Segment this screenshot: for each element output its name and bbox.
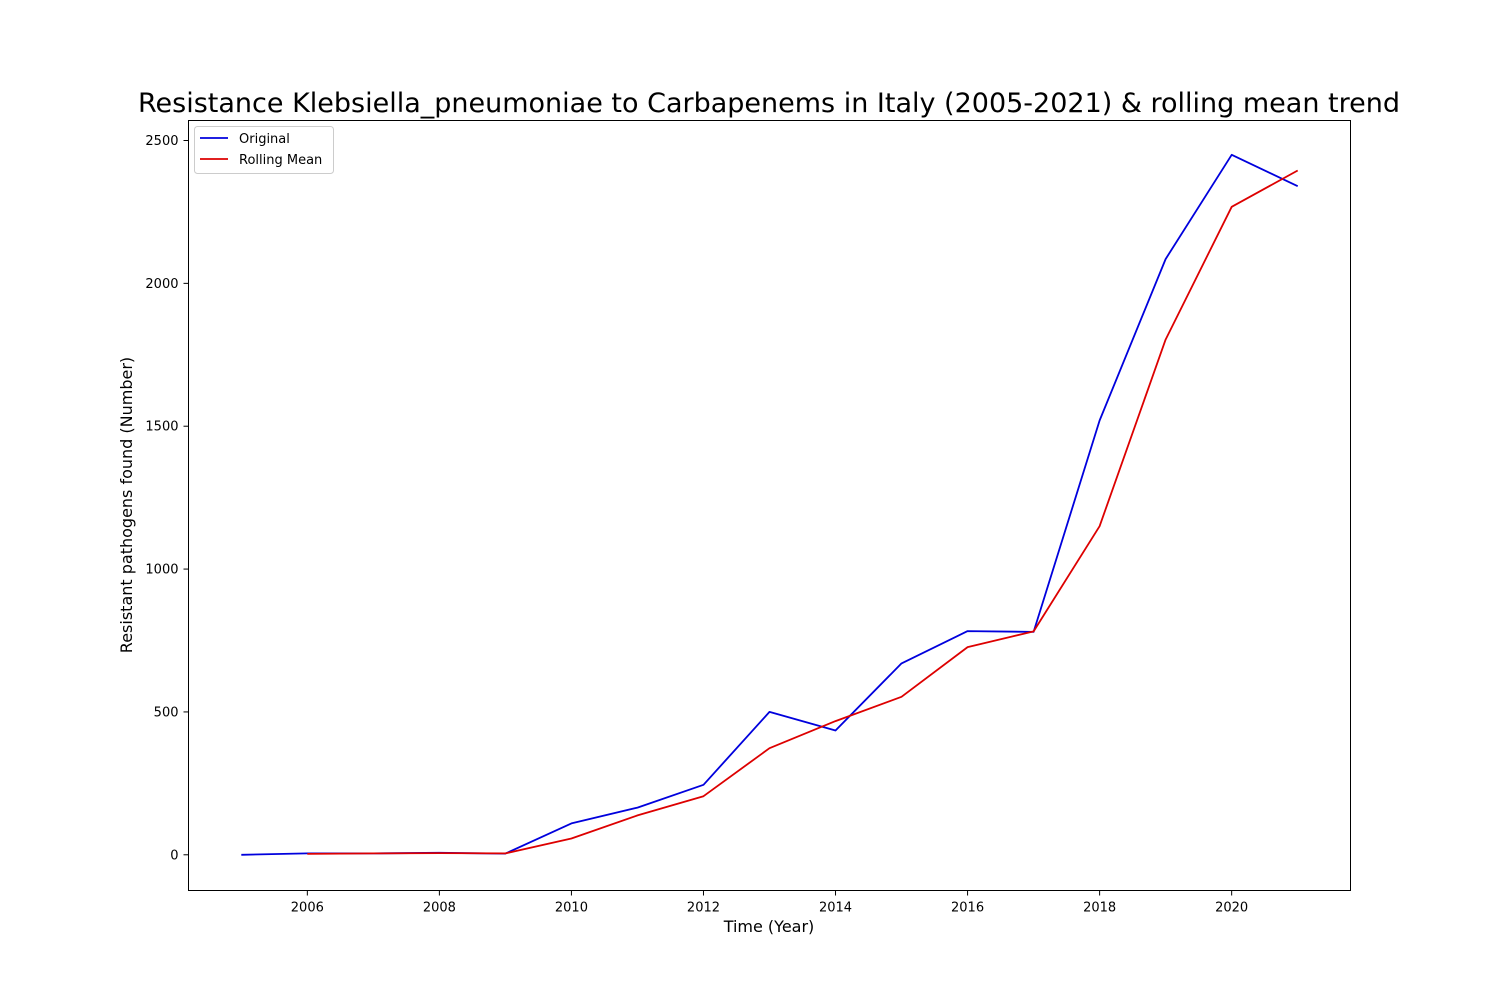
x-tick-label: 2010 [555, 901, 588, 916]
legend-box [194, 126, 334, 174]
x-axis-ticks: 2006 2008 2010 2012 2014 2016 2018 2020 [291, 890, 1248, 916]
plot-area [188, 120, 1351, 891]
chart-title: Resistance Klebsiella_pneumoniae to Carb… [138, 88, 1400, 119]
y-tick-label: 1000 [145, 563, 178, 578]
x-tick-label: 2020 [1215, 901, 1248, 916]
legend-label-rolling-mean: Rolling Mean [239, 153, 322, 168]
series-line-original [241, 153, 1299, 856]
y-tick-label: 1500 [145, 420, 178, 435]
x-tick-label: 2018 [1083, 901, 1116, 916]
legend-label-original: Original [239, 132, 290, 147]
x-tick-label: 2012 [687, 901, 720, 916]
x-axis-label: Time (Year) [723, 917, 815, 936]
y-tick-label: 2500 [145, 134, 178, 149]
legend: Original Rolling Mean [194, 126, 334, 174]
x-tick-label: 2016 [951, 901, 984, 916]
y-tick-label: 500 [154, 705, 179, 720]
series-lines [241, 153, 1299, 856]
x-tick-label: 2008 [423, 901, 456, 916]
y-tick-label: 0 [170, 848, 178, 863]
y-axis-label: Resistant pathogens found (Number) [117, 357, 136, 653]
y-tick-label: 2000 [145, 277, 178, 292]
series-line-rolling-mean [307, 169, 1299, 855]
y-axis-ticks: 0 500 1000 1500 2000 2500 [145, 134, 189, 863]
x-tick-label: 2014 [819, 901, 852, 916]
x-tick-label: 2006 [291, 901, 324, 916]
